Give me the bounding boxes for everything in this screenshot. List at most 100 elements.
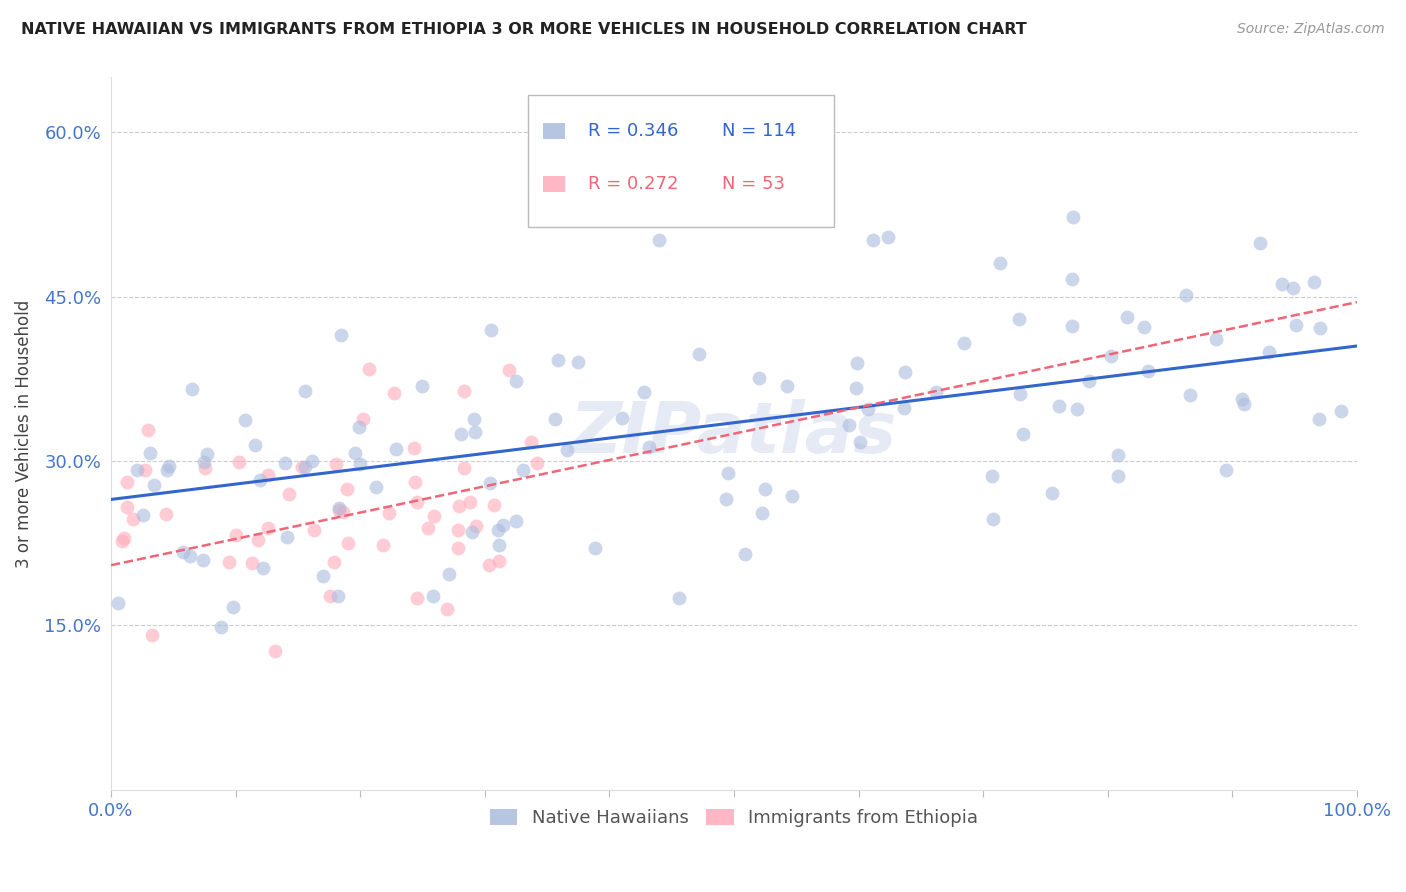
Point	[193, 553, 215, 567]
Point	[1180, 388, 1202, 402]
Point	[347, 420, 370, 434]
Point	[741, 197, 763, 211]
Text: ZIPatlas: ZIPatlas	[571, 400, 897, 468]
Point	[1060, 319, 1083, 334]
Point	[734, 547, 756, 561]
Point	[247, 533, 270, 548]
Point	[134, 463, 156, 477]
Point	[240, 557, 263, 571]
Point	[633, 384, 655, 399]
Point	[117, 500, 139, 514]
Point	[526, 456, 548, 470]
Point	[323, 555, 346, 569]
Point	[1078, 374, 1101, 388]
Point	[512, 463, 534, 477]
Point	[648, 233, 671, 247]
Point	[112, 531, 135, 545]
Point	[115, 475, 138, 490]
Point	[1099, 349, 1122, 363]
Point	[195, 447, 218, 461]
Point	[252, 560, 274, 574]
Point	[754, 483, 776, 497]
Point	[352, 412, 374, 426]
Point	[1303, 275, 1326, 289]
FancyBboxPatch shape	[543, 123, 565, 139]
Point	[612, 410, 634, 425]
Point	[461, 525, 484, 540]
Point	[464, 519, 486, 533]
Point	[478, 558, 501, 573]
Point	[447, 523, 470, 537]
Point	[1010, 387, 1032, 401]
Point	[544, 411, 567, 425]
Text: R = 0.346: R = 0.346	[588, 122, 679, 140]
Point	[437, 566, 460, 581]
Point	[294, 384, 316, 398]
Point	[894, 365, 917, 379]
Point	[488, 523, 510, 537]
Point	[980, 469, 1002, 483]
Point	[1249, 236, 1271, 251]
Point	[1215, 463, 1237, 477]
Point	[453, 384, 475, 398]
Point	[125, 463, 148, 477]
Point	[328, 501, 350, 516]
FancyBboxPatch shape	[543, 177, 565, 192]
Point	[557, 442, 579, 457]
Point	[567, 354, 589, 368]
Point	[1042, 485, 1064, 500]
Point	[385, 442, 408, 457]
Point	[142, 478, 165, 492]
Point	[256, 468, 278, 483]
Point	[436, 601, 458, 615]
Point	[893, 401, 915, 416]
Point	[406, 591, 429, 605]
Point	[278, 487, 301, 501]
Point	[156, 463, 179, 477]
Point	[1060, 272, 1083, 286]
Point	[1066, 401, 1088, 416]
Point	[249, 473, 271, 487]
Point	[194, 461, 217, 475]
Point	[291, 460, 314, 475]
Point	[364, 480, 387, 494]
Point	[876, 230, 898, 244]
Point	[1132, 319, 1154, 334]
Point	[225, 528, 247, 542]
Point	[336, 482, 359, 496]
Point	[1284, 318, 1306, 332]
Point	[257, 521, 280, 535]
Point	[488, 538, 510, 552]
Point	[406, 495, 429, 509]
Point	[505, 514, 527, 528]
Point	[245, 438, 267, 452]
Point	[218, 555, 240, 569]
Point	[172, 545, 194, 559]
Y-axis label: 3 or more Vehicles in Household: 3 or more Vehicles in Household	[15, 300, 32, 568]
Point	[450, 427, 472, 442]
Point	[318, 589, 340, 603]
Point	[638, 440, 661, 454]
Point	[1047, 399, 1070, 413]
Point	[179, 549, 201, 563]
Point	[449, 499, 471, 513]
Point	[780, 489, 803, 503]
Point	[302, 523, 325, 537]
Point	[716, 491, 738, 506]
Point	[139, 446, 162, 460]
Point	[157, 458, 180, 473]
Point	[155, 508, 177, 522]
Point	[422, 589, 444, 603]
Point	[845, 381, 868, 395]
Point	[583, 541, 606, 556]
Point	[458, 494, 481, 508]
Point	[371, 538, 394, 552]
Text: N = 114: N = 114	[721, 122, 796, 140]
Point	[336, 536, 359, 550]
Point	[1137, 364, 1160, 378]
Point	[301, 454, 323, 468]
Point	[479, 323, 502, 337]
Point	[235, 413, 257, 427]
Point	[498, 363, 520, 377]
Point	[141, 628, 163, 642]
